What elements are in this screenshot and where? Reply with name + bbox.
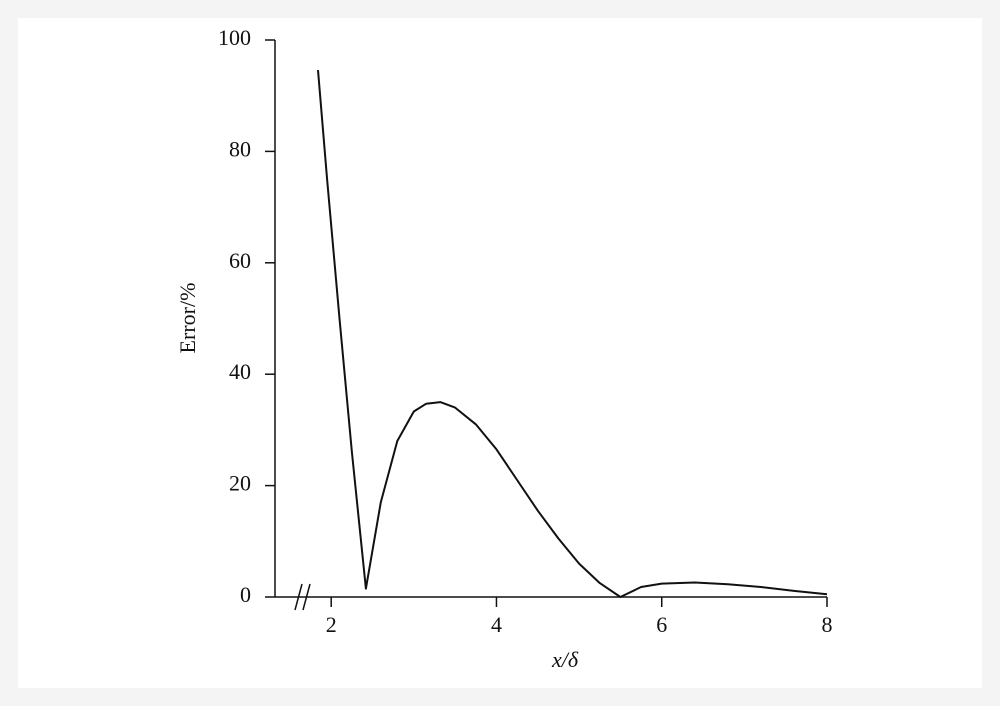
y-tick-label: 60	[229, 248, 251, 273]
x-tick-label: 4	[491, 612, 502, 637]
x-tick-label: 8	[822, 612, 833, 637]
y-tick-label: 80	[229, 136, 251, 161]
x-axis-label: x/δ	[551, 647, 579, 672]
y-tick-label: 0	[240, 582, 251, 607]
y-tick-label: 40	[229, 359, 251, 384]
x-tick-label: 6	[656, 612, 667, 637]
data-line	[317, 70, 828, 598]
y-axis-label: Error/%	[175, 283, 200, 354]
y-tick-label: 100	[218, 25, 251, 50]
x-tick-label: 2	[326, 612, 337, 637]
chart-background	[18, 18, 982, 688]
y-tick-label: 20	[229, 471, 251, 496]
